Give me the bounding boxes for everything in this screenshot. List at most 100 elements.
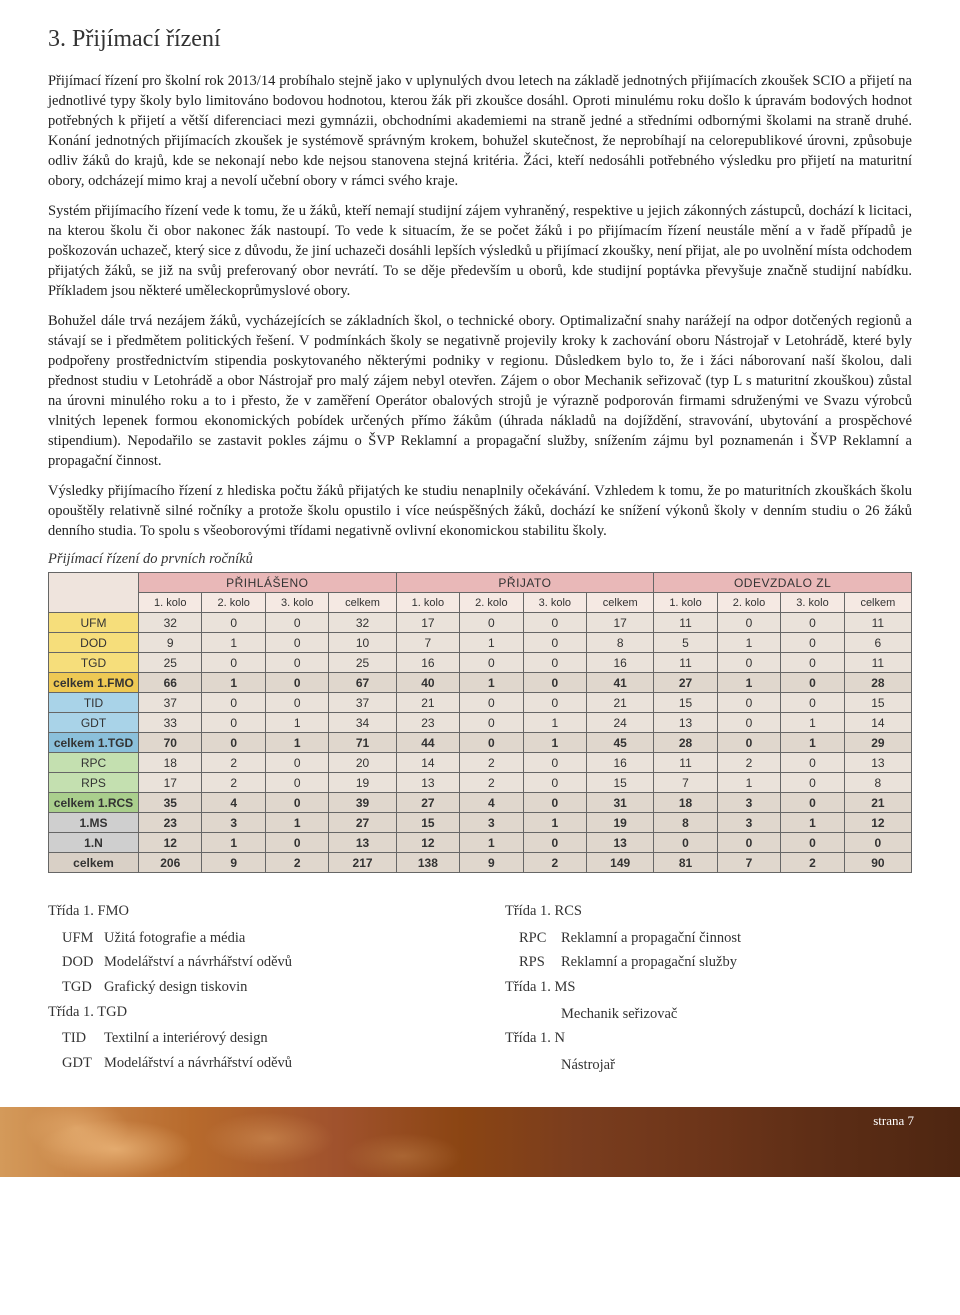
table-cell: 15 bbox=[396, 813, 459, 833]
table-cell: 0 bbox=[654, 833, 717, 853]
table-cell: 0 bbox=[717, 833, 780, 853]
table-cell: 2 bbox=[523, 853, 586, 873]
table-cell: 11 bbox=[844, 613, 911, 633]
table-group-header: PŘIJATO bbox=[396, 573, 654, 593]
table-cell: 0 bbox=[717, 693, 780, 713]
table-cell: 17 bbox=[139, 773, 202, 793]
table-cell: 23 bbox=[396, 713, 459, 733]
table-cell: 0 bbox=[202, 653, 265, 673]
table-cell: 32 bbox=[139, 613, 202, 633]
table-cell: 25 bbox=[329, 653, 396, 673]
legend-item: DODModelářství a návrhářství oděvů bbox=[48, 950, 455, 975]
legend-text: Modelářství a návrhářství oděvů bbox=[104, 950, 455, 975]
table-cell: 81 bbox=[654, 853, 717, 873]
legend-text: Modelářství a návrhářství oděvů bbox=[104, 1051, 455, 1076]
legend-item: RPCReklamní a propagační činnost bbox=[505, 926, 912, 951]
table-cell: 0 bbox=[202, 693, 265, 713]
legend-heading: Třída 1. TGD bbox=[48, 1000, 455, 1025]
table-cell: 13 bbox=[396, 773, 459, 793]
table-cell: 1 bbox=[202, 833, 265, 853]
table-cell: 24 bbox=[587, 713, 654, 733]
table-cell: 1 bbox=[265, 813, 328, 833]
table-cell: 0 bbox=[202, 713, 265, 733]
table-cell: 0 bbox=[265, 633, 328, 653]
table-cell: 0 bbox=[523, 613, 586, 633]
legend-text: Mechanik seřizovač bbox=[561, 1002, 912, 1027]
table-cell: 2 bbox=[460, 773, 523, 793]
legend-heading: Třída 1. N bbox=[505, 1026, 912, 1051]
table-cell: 0 bbox=[265, 653, 328, 673]
page-content: 3. Přijímací řízení Přijímací řízení pro… bbox=[0, 0, 960, 1077]
table-cell: 0 bbox=[265, 693, 328, 713]
table-cell: 1 bbox=[523, 733, 586, 753]
table-cell: 2 bbox=[460, 753, 523, 773]
legend-heading: Třída 1. FMO bbox=[48, 899, 455, 924]
table-cell: 3 bbox=[717, 813, 780, 833]
table-cell: 3 bbox=[460, 813, 523, 833]
table-cell: 5 bbox=[654, 633, 717, 653]
table-cell: 13 bbox=[844, 753, 911, 773]
table-cell: 2 bbox=[202, 773, 265, 793]
table-cell: 0 bbox=[460, 733, 523, 753]
legend-text: Užitá fotografie a média bbox=[104, 926, 455, 951]
table-cell: 0 bbox=[460, 653, 523, 673]
table-cell: 0 bbox=[781, 653, 844, 673]
legend-code: UFM bbox=[48, 926, 104, 951]
table-sub-header: 3. kolo bbox=[265, 593, 328, 613]
table-cell: 23 bbox=[139, 813, 202, 833]
table-cell: 70 bbox=[139, 733, 202, 753]
table-cell: 37 bbox=[139, 693, 202, 713]
table-cell: 32 bbox=[329, 613, 396, 633]
table-sub-header: celkem bbox=[587, 593, 654, 613]
legend-item: Nástrojař bbox=[505, 1053, 912, 1078]
table-cell: 17 bbox=[587, 613, 654, 633]
table-cell: 29 bbox=[844, 733, 911, 753]
table-cell: 1 bbox=[265, 733, 328, 753]
table-cell: 0 bbox=[265, 833, 328, 853]
paragraph: Systém přijímacího řízení vede k tomu, ž… bbox=[48, 201, 912, 301]
legend-text: Textilní a interiérový design bbox=[104, 1026, 455, 1051]
table-cell: 138 bbox=[396, 853, 459, 873]
legend-text: Reklamní a propagační služby bbox=[561, 950, 912, 975]
table-cell: 44 bbox=[396, 733, 459, 753]
legend-text: Nástrojař bbox=[561, 1053, 912, 1078]
table-cell: 41 bbox=[587, 673, 654, 693]
table-cell: 0 bbox=[781, 693, 844, 713]
legend-code: TGD bbox=[48, 975, 104, 1000]
table-cell: 1 bbox=[202, 633, 265, 653]
table-cell: 0 bbox=[523, 693, 586, 713]
table-cell: 11 bbox=[654, 653, 717, 673]
table-cell: 1 bbox=[265, 713, 328, 733]
table-cell: 39 bbox=[329, 793, 396, 813]
paragraph: Bohužel dále trvá nezájem žáků, vycházej… bbox=[48, 311, 912, 471]
table-cell: 12 bbox=[396, 833, 459, 853]
table-cell: 0 bbox=[460, 613, 523, 633]
legend-item: GDTModelářství a návrhářství oděvů bbox=[48, 1051, 455, 1076]
table-cell: 149 bbox=[587, 853, 654, 873]
table-cell: 20 bbox=[329, 753, 396, 773]
table-row-label: GDT bbox=[49, 713, 139, 733]
table-cell: 8 bbox=[654, 813, 717, 833]
table-cell: 21 bbox=[844, 793, 911, 813]
table-cell: 13 bbox=[329, 833, 396, 853]
table-cell: 0 bbox=[717, 613, 780, 633]
table-cell: 19 bbox=[329, 773, 396, 793]
table-row-label: RPC bbox=[49, 753, 139, 773]
table-sub-header: celkem bbox=[844, 593, 911, 613]
table-cell: 31 bbox=[587, 793, 654, 813]
table-cell: 40 bbox=[396, 673, 459, 693]
table-cell: 1 bbox=[717, 773, 780, 793]
table-cell: 0 bbox=[265, 613, 328, 633]
table-cell: 71 bbox=[329, 733, 396, 753]
legend-item: TGDGrafický design tiskovin bbox=[48, 975, 455, 1000]
table-cell: 12 bbox=[844, 813, 911, 833]
table-row-label: 1.N bbox=[49, 833, 139, 853]
table-cell: 15 bbox=[844, 693, 911, 713]
table-cell: 0 bbox=[460, 713, 523, 733]
legend-column-right: Třída 1. RCSRPCReklamní a propagační čin… bbox=[505, 899, 912, 1077]
table-cell: 0 bbox=[781, 673, 844, 693]
paragraph: Přijímací řízení pro školní rok 2013/14 … bbox=[48, 71, 912, 191]
table-cell: 0 bbox=[523, 633, 586, 653]
table-cell: 0 bbox=[717, 653, 780, 673]
table-cell: 0 bbox=[781, 793, 844, 813]
